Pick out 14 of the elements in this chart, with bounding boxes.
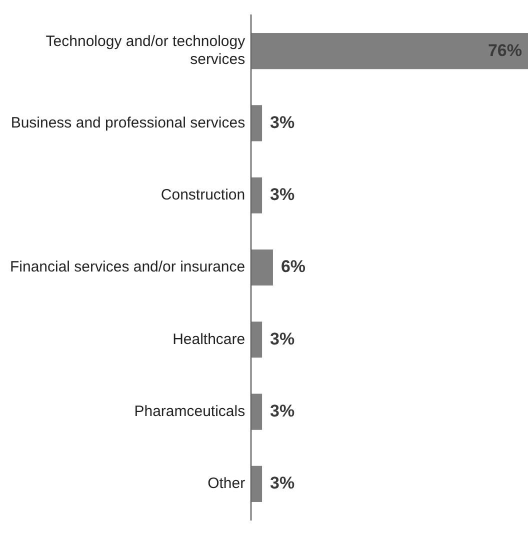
y-tick-label: Other [208, 475, 246, 492]
y-tick-label: Construction [160, 186, 246, 204]
data-label: 3% [270, 401, 295, 420]
data-label: 3% [270, 112, 295, 132]
y-tick-label: Financial services and/or insurance [10, 258, 246, 276]
y-tick-label: Business and professional services [10, 114, 246, 132]
y-tick-label: Pharamceuticals [134, 402, 246, 420]
data-label: 76% [488, 40, 522, 60]
data-label: 3% [270, 329, 295, 348]
data-label: 6% [280, 257, 306, 276]
data-label: 3% [270, 185, 295, 204]
y-tick-label: Healthcare [172, 330, 246, 348]
y-tick-label: Technology and/or technology services [46, 33, 246, 68]
data-label: 3% [270, 474, 295, 493]
